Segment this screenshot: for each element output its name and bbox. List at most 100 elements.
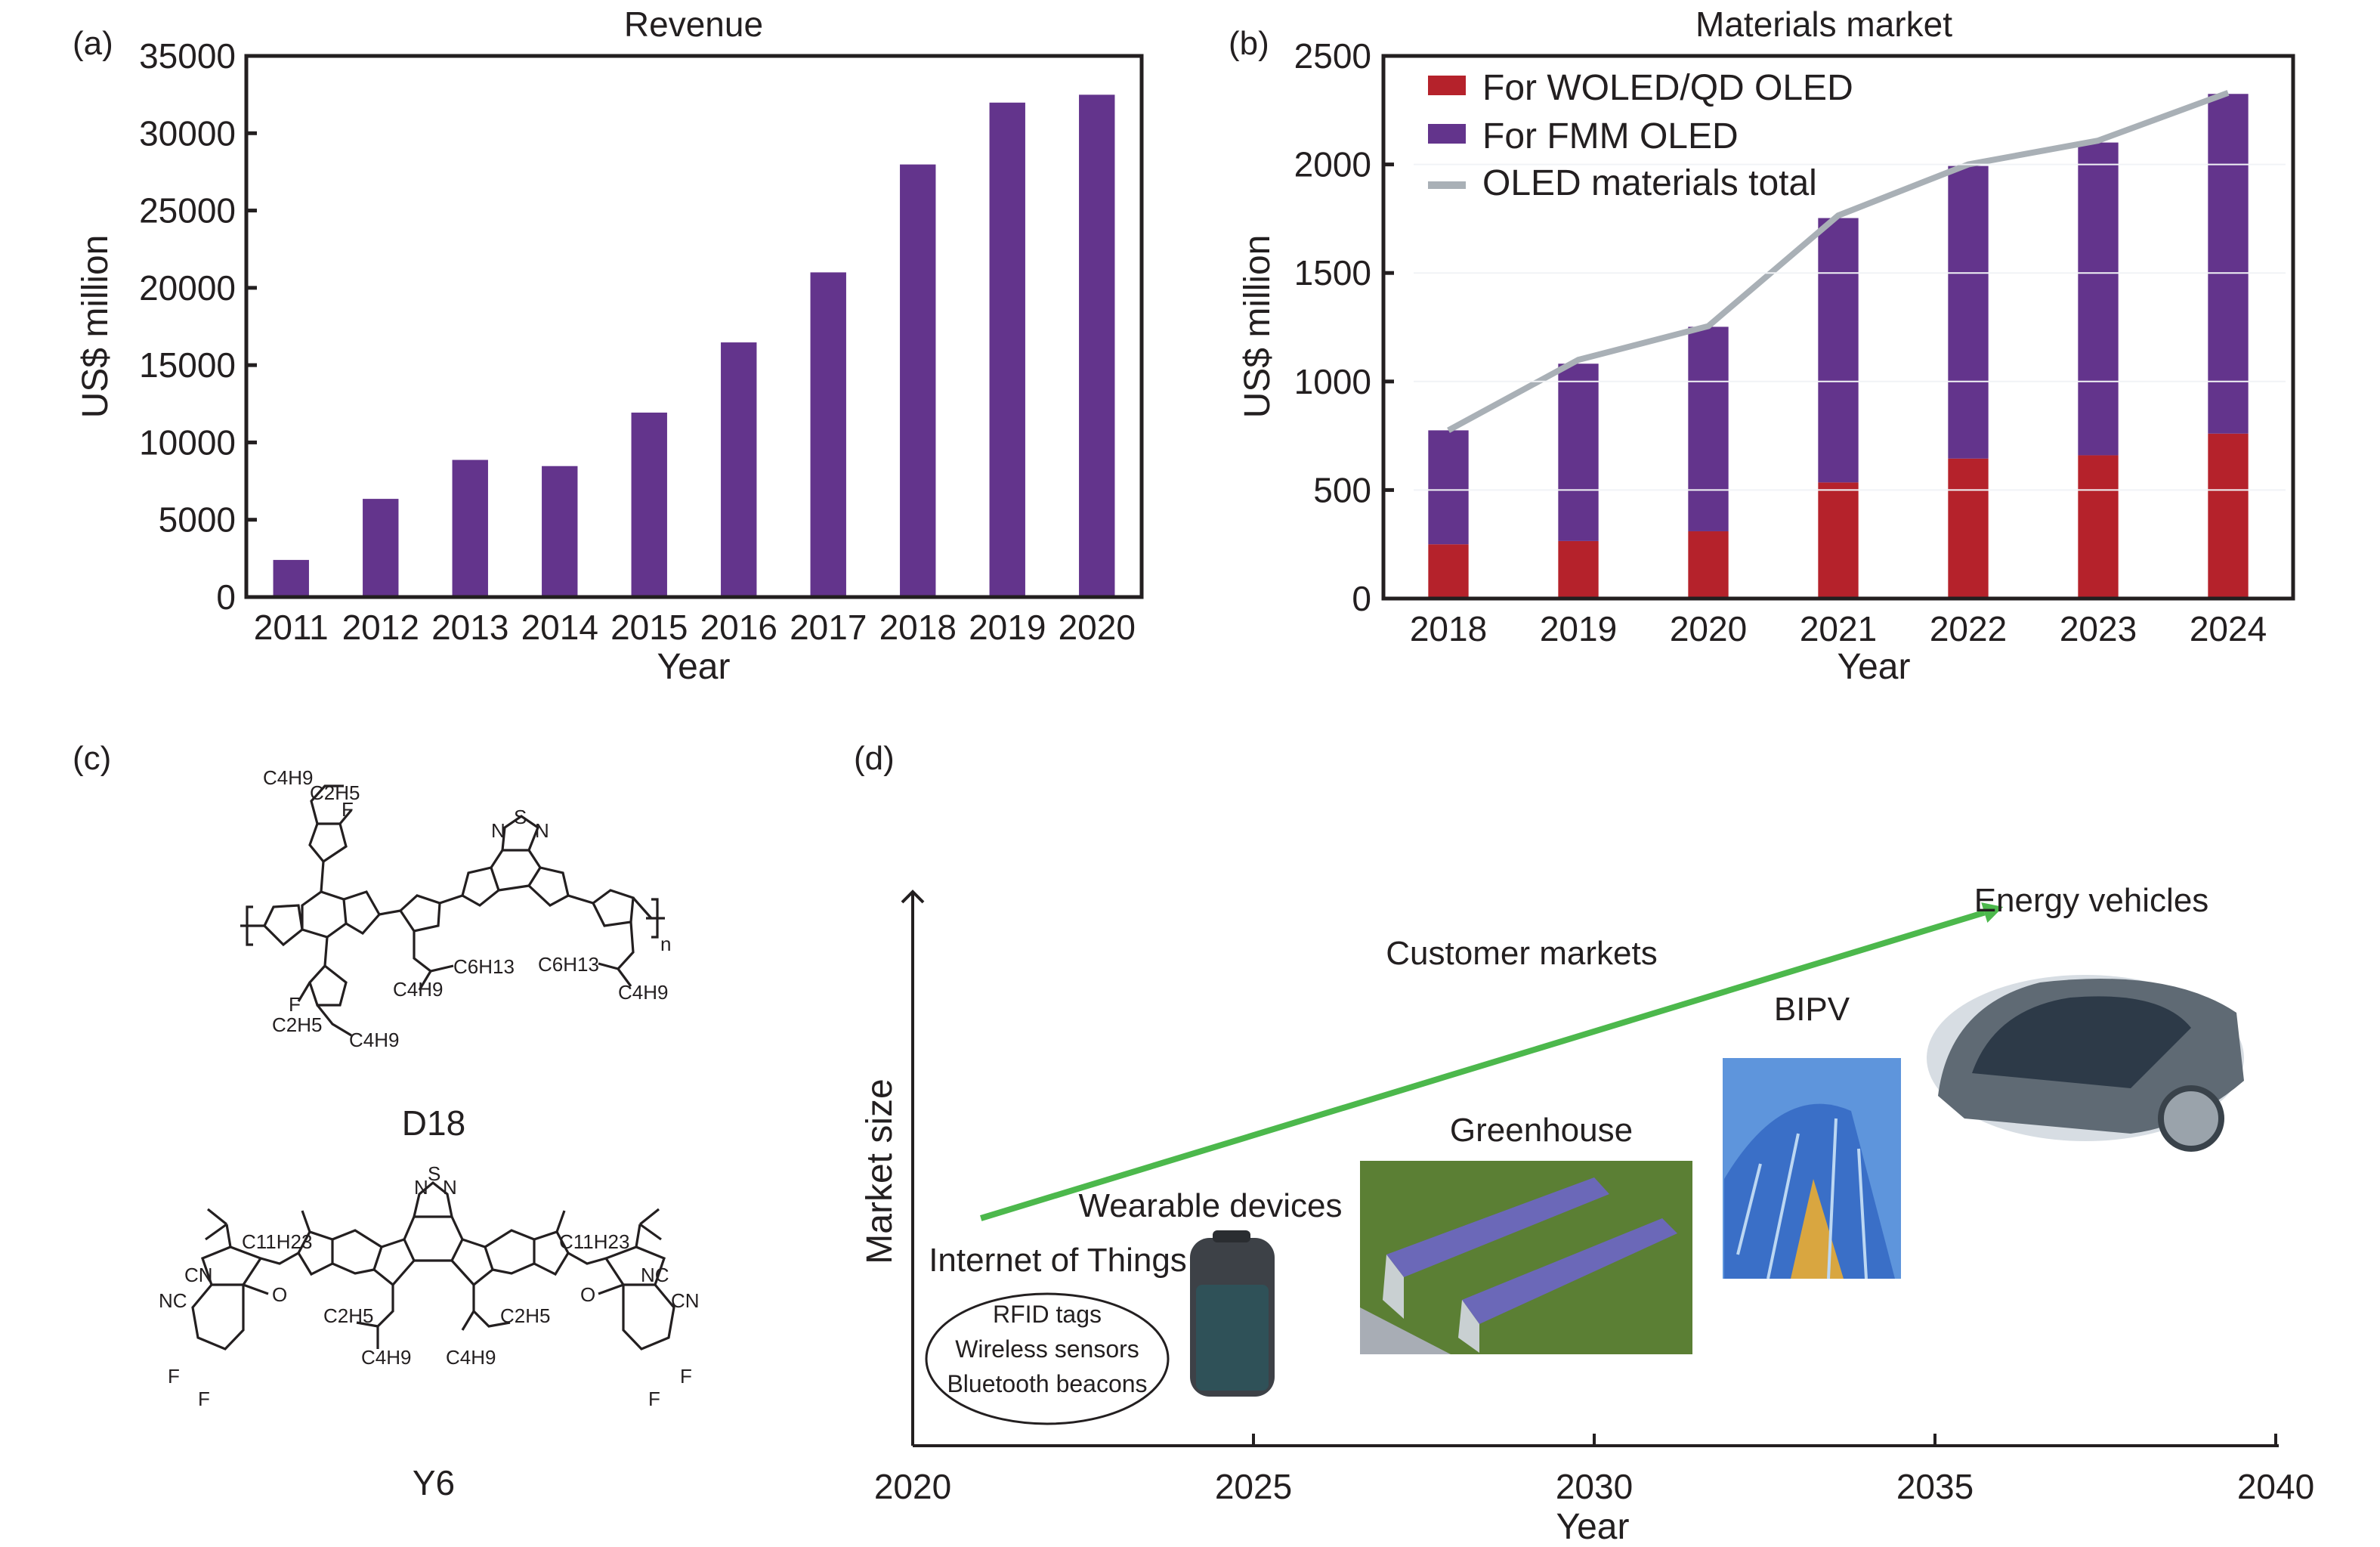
- y6-sub-nc: NC: [159, 1289, 187, 1312]
- x-tick-label: 2020: [1670, 609, 1747, 648]
- y-axis-title: Market size: [860, 1078, 900, 1264]
- y6-sub-n2: N: [443, 1176, 457, 1199]
- x-tick-label: 2023: [2060, 609, 2137, 648]
- bar-fmm-2020: [1688, 326, 1729, 531]
- y6-sub-s: S: [428, 1162, 440, 1185]
- molecule-y6-labels: N S N C11H23 C11H23 CN NC NC CN C2H5 C4H…: [159, 1162, 700, 1502]
- panel-label-d: (d): [854, 740, 895, 777]
- bar-woled-2018: [1428, 544, 1469, 599]
- legend-label-total: OLED materials total: [1482, 163, 1817, 203]
- iot-item-sensors: Wireless sensors: [955, 1335, 1139, 1363]
- panel-label-a: (a): [73, 25, 113, 62]
- bar-2013: [452, 459, 488, 597]
- solar-car-image: [1927, 975, 2244, 1152]
- bar-woled-2024: [2208, 433, 2249, 599]
- subtitle-customer-markets: Customer markets: [1386, 935, 1657, 972]
- d18-sub-n2: N: [535, 819, 549, 842]
- y6-sub-f-4: F: [648, 1388, 660, 1410]
- bar-fmm-2021: [1818, 218, 1859, 483]
- x-tick-label: 2017: [790, 608, 867, 647]
- y-axis-title: US$ million: [76, 235, 116, 419]
- iot-item-beacons: Bluetooth beacons: [947, 1370, 1147, 1397]
- label-energy-vehicles: Energy vehicles: [1974, 882, 2209, 919]
- y-tick-label: 25000: [139, 191, 236, 231]
- legend-label-woled: For WOLED/QD OLED: [1482, 68, 1853, 108]
- y-axis-arrowhead: [901, 890, 925, 904]
- plot-frame: [244, 54, 1144, 599]
- bar-2016: [721, 342, 757, 597]
- d18-sub-n-repeat: n: [660, 933, 671, 955]
- bar-woled-2023: [2078, 455, 2119, 599]
- y6-sub-f: F: [168, 1365, 180, 1388]
- line-series-total: [1447, 90, 2230, 433]
- bar-fmm-2023: [2078, 142, 2119, 456]
- d18-sub-c4h9-2: C4H9: [393, 978, 443, 1001]
- y6-sub-f-2: F: [198, 1388, 210, 1410]
- y6-sub-c4h9-2: C4H9: [446, 1346, 496, 1369]
- y6-sub-c2h5: C2H5: [323, 1304, 373, 1327]
- x-axis-ticks: 2011 2012 2013 2014 2015 2016 2017 2018 2019 2020: [254, 608, 1136, 647]
- y-axis-ticks: 0 5000 10000 15000 20000 25000 30000 35000: [139, 36, 257, 617]
- chart-title-revenue: Revenue: [624, 5, 763, 44]
- y-tick-label: 10000: [139, 422, 236, 462]
- y-tick-label: 20000: [139, 268, 236, 308]
- bar-woled-2022: [1948, 458, 1989, 599]
- label-greenhouse: Greenhouse: [1450, 1112, 1633, 1149]
- x-tick-label: 2015: [610, 608, 688, 647]
- d18-sub-f: F: [342, 798, 354, 821]
- legend-swatch-fmm: [1428, 124, 1466, 144]
- x-tick-label: 2012: [342, 608, 419, 647]
- y6-sub-cn-2: CN: [671, 1289, 700, 1312]
- x-tick-label: 2016: [700, 608, 777, 647]
- panel-c-chemical-structures: (c): [73, 740, 700, 1502]
- x-axis-title: Year: [1838, 647, 1911, 687]
- bar-fmm-2018: [1428, 430, 1469, 545]
- y-tick-label: 2500: [1294, 36, 1371, 76]
- d18-sub-c6h13: C6H13: [453, 955, 515, 978]
- y6-sub-n: N: [414, 1176, 428, 1199]
- label-bipv: BIPV: [1774, 991, 1850, 1028]
- y-tick-label: 1000: [1294, 362, 1371, 401]
- y-axis-title: US$ million: [1238, 235, 1278, 419]
- d18-sub-s: S: [514, 806, 527, 828]
- label-internet-of-things: Internet of Things: [929, 1242, 1187, 1279]
- d18-sub-c4h9-4: C4H9: [349, 1029, 399, 1051]
- x-tick-label: 2035: [1896, 1467, 1974, 1506]
- chart-title-materials: Materials market: [1695, 5, 1952, 44]
- label-wearable-devices: Wearable devices: [1079, 1187, 1343, 1224]
- x-tick-label: 2013: [431, 608, 508, 647]
- trend-arrow-line: [980, 909, 1986, 1221]
- y6-sub-c2h5-2: C2H5: [500, 1304, 550, 1327]
- bar-2011: [273, 559, 309, 597]
- panel-b-materials-chart: (b) Materials market 0 500 1000 1500 2000 250…: [1229, 5, 2295, 687]
- d18-sub-f2: F: [289, 993, 301, 1016]
- plot-frame: [1381, 54, 2295, 601]
- panel-label-b: (b): [1229, 25, 1269, 62]
- y6-sub-f-3: F: [680, 1365, 692, 1388]
- y-tick-label: 35000: [139, 36, 236, 76]
- bar-2017: [810, 272, 846, 597]
- bipv-building-image: [1723, 1058, 1901, 1279]
- y-tick-label: 15000: [139, 345, 236, 385]
- bar-woled-2020: [1688, 531, 1729, 599]
- bar-woled-2021: [1818, 482, 1859, 599]
- greenhouse-image: [1360, 1161, 1692, 1354]
- molecule-y6-structure: [191, 1180, 675, 1351]
- x-tick-label: 2030: [1556, 1467, 1633, 1506]
- d18-sub-c2h5: C2H5: [310, 781, 360, 804]
- x-tick-label: 2024: [2190, 609, 2267, 648]
- y-tick-label: 0: [1352, 579, 1371, 618]
- bar-2019: [989, 102, 1025, 597]
- y6-sub-cn: CN: [184, 1264, 213, 1286]
- bar-2012: [363, 499, 399, 597]
- d18-sub-c6h13-2: C6H13: [538, 953, 599, 976]
- y-tick-label: 0: [216, 577, 236, 617]
- iot-item-rfid: RFID tags: [993, 1301, 1102, 1328]
- x-axis-ticks: 2020 2025 2030 2035 2040: [874, 1434, 2314, 1506]
- y6-sub-c11h23: C11H23: [242, 1230, 312, 1253]
- x-tick-label: 2022: [1930, 609, 2007, 648]
- x-axis-title: Year: [657, 647, 731, 687]
- molecule-name-y6: Y6: [413, 1463, 455, 1502]
- bar-2020: [1079, 94, 1115, 598]
